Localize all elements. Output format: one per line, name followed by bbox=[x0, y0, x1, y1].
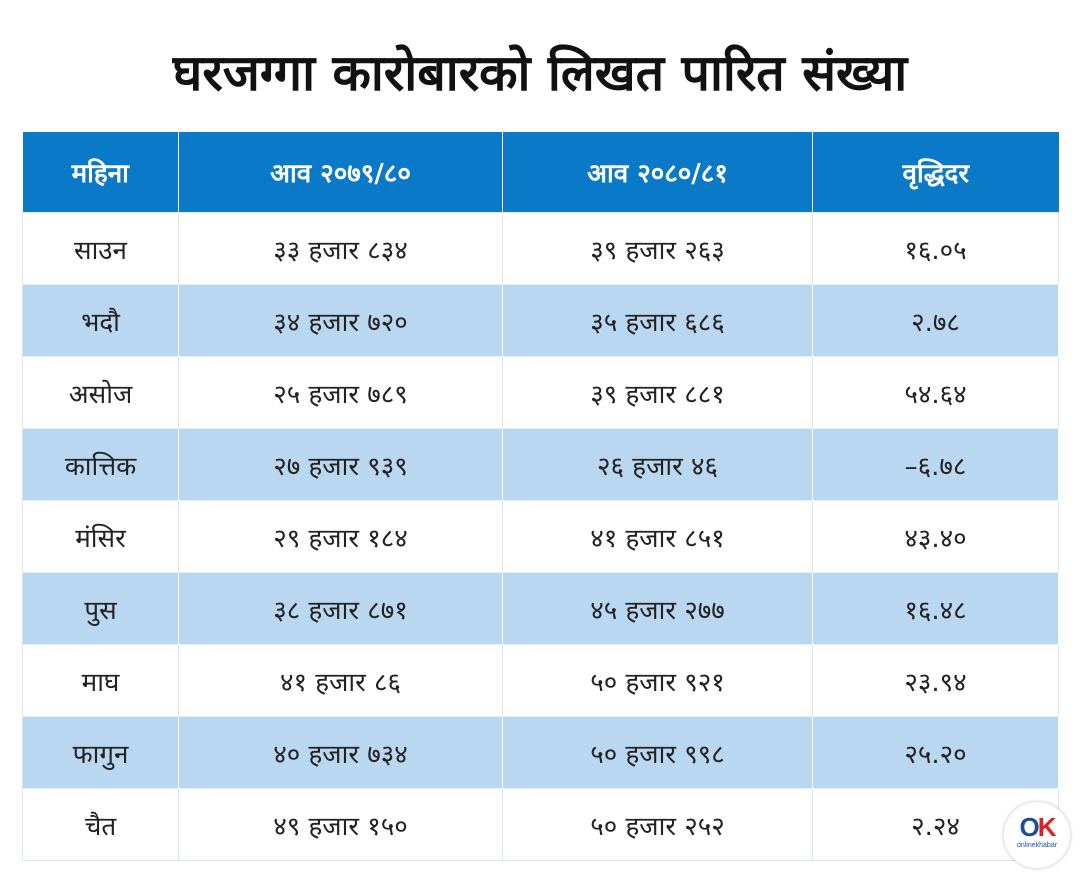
cell-fy-2079-80: २९ हजार १८४ bbox=[178, 500, 503, 573]
cell-fy-2080-81: ३९ हजार २६३ bbox=[502, 212, 813, 285]
cell-fy-2080-81: ५० हजार ९९८ bbox=[502, 716, 813, 789]
cell-month: साउन bbox=[22, 212, 179, 285]
cell-month: कात्तिक bbox=[22, 428, 179, 501]
table-row: चैत ४९ हजार १५० ५० हजार २५२ २.२४ bbox=[22, 788, 1059, 861]
cell-fy-2079-80: ३८ हजार ८७१ bbox=[178, 572, 503, 645]
cell-month: असोज bbox=[22, 356, 179, 429]
cell-growth-rate: १६.४८ bbox=[812, 572, 1059, 645]
chart-title: घरजग्गा कारोबारको लिखत पारित संख्या bbox=[172, 44, 908, 102]
cell-fy-2080-81: २६ हजार ४६ bbox=[502, 428, 813, 501]
cell-month: भदौ bbox=[22, 284, 179, 357]
header-fy-2080-81: आव २०८०/८१ bbox=[502, 132, 813, 213]
cell-growth-rate: ४३.४० bbox=[812, 500, 1059, 573]
cell-month: माघ bbox=[22, 644, 179, 717]
cell-fy-2080-81: ४१ हजार ८५१ bbox=[502, 500, 813, 573]
cell-growth-rate: २.७८ bbox=[812, 284, 1059, 357]
table-row: भदौ ३४ हजार ७२० ३५ हजार ६८६ २.७८ bbox=[22, 284, 1059, 357]
cell-fy-2079-80: २५ हजार ७८९ bbox=[178, 356, 503, 429]
cell-fy-2079-80: २७ हजार ९३९ bbox=[178, 428, 503, 501]
cell-fy-2079-80: ३४ हजार ७२० bbox=[178, 284, 503, 357]
cell-growth-rate: ५४.६४ bbox=[812, 356, 1059, 429]
logo-text: onlinekhabar bbox=[1016, 842, 1058, 849]
onlinekhabar-logo: OK onlinekhabar bbox=[1004, 802, 1070, 868]
cell-fy-2080-81: ३९ हजार ८८१ bbox=[502, 356, 813, 429]
table-header-row: महिना आव २०७९/८० आव २०८०/८१ वृद्धिदर bbox=[22, 132, 1059, 213]
cell-month: चैत bbox=[22, 788, 179, 861]
data-table: महिना आव २०७९/८० आव २०८०/८१ वृद्धिदर साउ… bbox=[22, 132, 1059, 861]
cell-fy-2079-80: ४० हजार ७३४ bbox=[178, 716, 503, 789]
cell-growth-rate: १६.०५ bbox=[812, 212, 1059, 285]
table-row: फागुन ४० हजार ७३४ ५० हजार ९९८ २५.२० bbox=[22, 716, 1059, 789]
cell-fy-2080-81: ४५ हजार २७७ bbox=[502, 572, 813, 645]
header-month: महिना bbox=[22, 132, 179, 213]
table-row: मंसिर २९ हजार १८४ ४१ हजार ८५१ ४३.४० bbox=[22, 500, 1059, 573]
table-row: कात्तिक २७ हजार ९३९ २६ हजार ४६ –६.७८ bbox=[22, 428, 1059, 501]
table-row: माघ ४१ हजार ८६ ५० हजार ९२१ २३.९४ bbox=[22, 644, 1059, 717]
cell-fy-2080-81: ३५ हजार ६८६ bbox=[502, 284, 813, 357]
table-row: साउन ३३ हजार ८३४ ३९ हजार २६३ १६.०५ bbox=[22, 212, 1059, 285]
cell-fy-2080-81: ५० हजार ९२१ bbox=[502, 644, 813, 717]
table-row: पुस ३८ हजार ८७१ ४५ हजार २७७ १६.४८ bbox=[22, 572, 1059, 645]
cell-growth-rate: २५.२० bbox=[812, 716, 1059, 789]
ok-logo-mark: OK bbox=[1019, 812, 1056, 842]
cell-fy-2079-80: ४९ हजार १५० bbox=[178, 788, 503, 861]
cell-fy-2080-81: ५० हजार २५२ bbox=[502, 788, 813, 861]
table-row: असोज २५ हजार ७८९ ३९ हजार ८८१ ५४.६४ bbox=[22, 356, 1059, 429]
cell-fy-2079-80: ४१ हजार ८६ bbox=[178, 644, 503, 717]
cell-month: फागुन bbox=[22, 716, 179, 789]
cell-month: पुस bbox=[22, 572, 179, 645]
header-growth-rate: वृद्धिदर bbox=[812, 132, 1059, 213]
table-body: साउन ३३ हजार ८३४ ३९ हजार २६३ १६.०५ भदौ ३४ हजा… bbox=[22, 212, 1059, 861]
cell-growth-rate: –६.७८ bbox=[812, 428, 1059, 501]
cell-growth-rate: २३.९४ bbox=[812, 644, 1059, 717]
cell-fy-2079-80: ३३ हजार ८३४ bbox=[178, 212, 503, 285]
cell-month: मंसिर bbox=[22, 500, 179, 573]
header-fy-2079-80: आव २०७९/८० bbox=[178, 132, 503, 213]
